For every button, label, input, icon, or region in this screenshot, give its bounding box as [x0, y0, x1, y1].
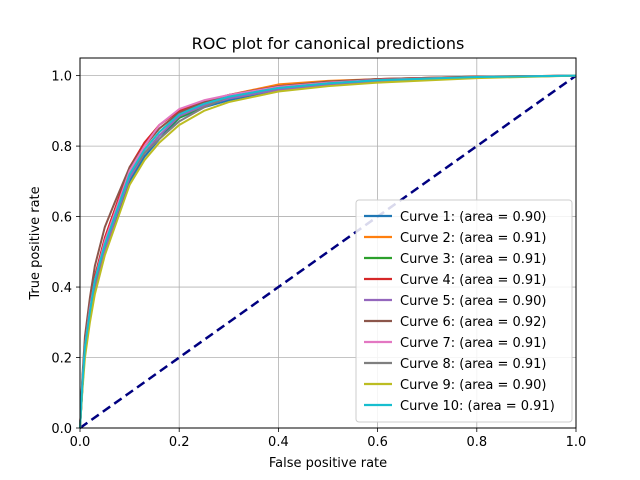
x-tick-label: 0.6 [367, 435, 388, 450]
legend-label: Curve 10: (area = 0.91) [400, 399, 555, 414]
series-layer [79, 74, 577, 429]
x-tick-label: 0.8 [466, 435, 487, 450]
roc-curve-10 [79, 74, 577, 429]
legend: Curve 1: (area = 0.90) Curve 2: (area = 0… [355, 199, 573, 423]
y-tick-label: 0.0 [51, 422, 72, 437]
legend-label: Curve 4: (area = 0.91) [400, 273, 547, 288]
legend-label: Curve 5: (area = 0.90) [400, 294, 547, 309]
legend-label: Curve 1: (area = 0.90) [400, 210, 547, 225]
legend-label: Curve 7: (area = 0.91) [400, 336, 547, 351]
chart-title: ROC plot for canonical predictions [192, 34, 465, 53]
y-tick-label: 0.2 [51, 352, 72, 367]
legend-label: Curve 2: (area = 0.91) [400, 231, 547, 246]
x-tick-label: 0.4 [268, 435, 289, 450]
y-tick-label: 0.8 [51, 140, 72, 155]
y-tick-label: 0.4 [51, 281, 72, 296]
legend-label: Curve 3: (area = 0.91) [400, 252, 547, 267]
x-axis-label: False positive rate [269, 456, 387, 471]
y-tick-label: 0.6 [51, 211, 72, 226]
legend-label: Curve 8: (area = 0.91) [400, 357, 547, 372]
legend-label: Curve 6: (area = 0.92) [400, 315, 547, 330]
axis-ticks: 0.0 0.2 0.4 0.6 0.8 1.0 0.0 0.2 0.4 0.6 0.8 1.0 [51, 70, 586, 450]
legend-frame [355, 199, 573, 423]
roc-curve-9 [79, 74, 577, 429]
chance-diagonal-line [79, 74, 577, 430]
plot-frame [79, 57, 577, 429]
roc-curve-6 [79, 74, 577, 429]
legend-label: Curve 9: (area = 0.90) [400, 378, 547, 393]
x-tick-label: 0.2 [169, 435, 190, 450]
y-axis-label: True positive rate [28, 186, 43, 300]
y-tick-label: 1.0 [51, 70, 72, 85]
x-tick-label: 0.0 [70, 435, 91, 450]
x-tick-label: 1.0 [566, 435, 587, 450]
reference-line-layer [79, 74, 577, 430]
